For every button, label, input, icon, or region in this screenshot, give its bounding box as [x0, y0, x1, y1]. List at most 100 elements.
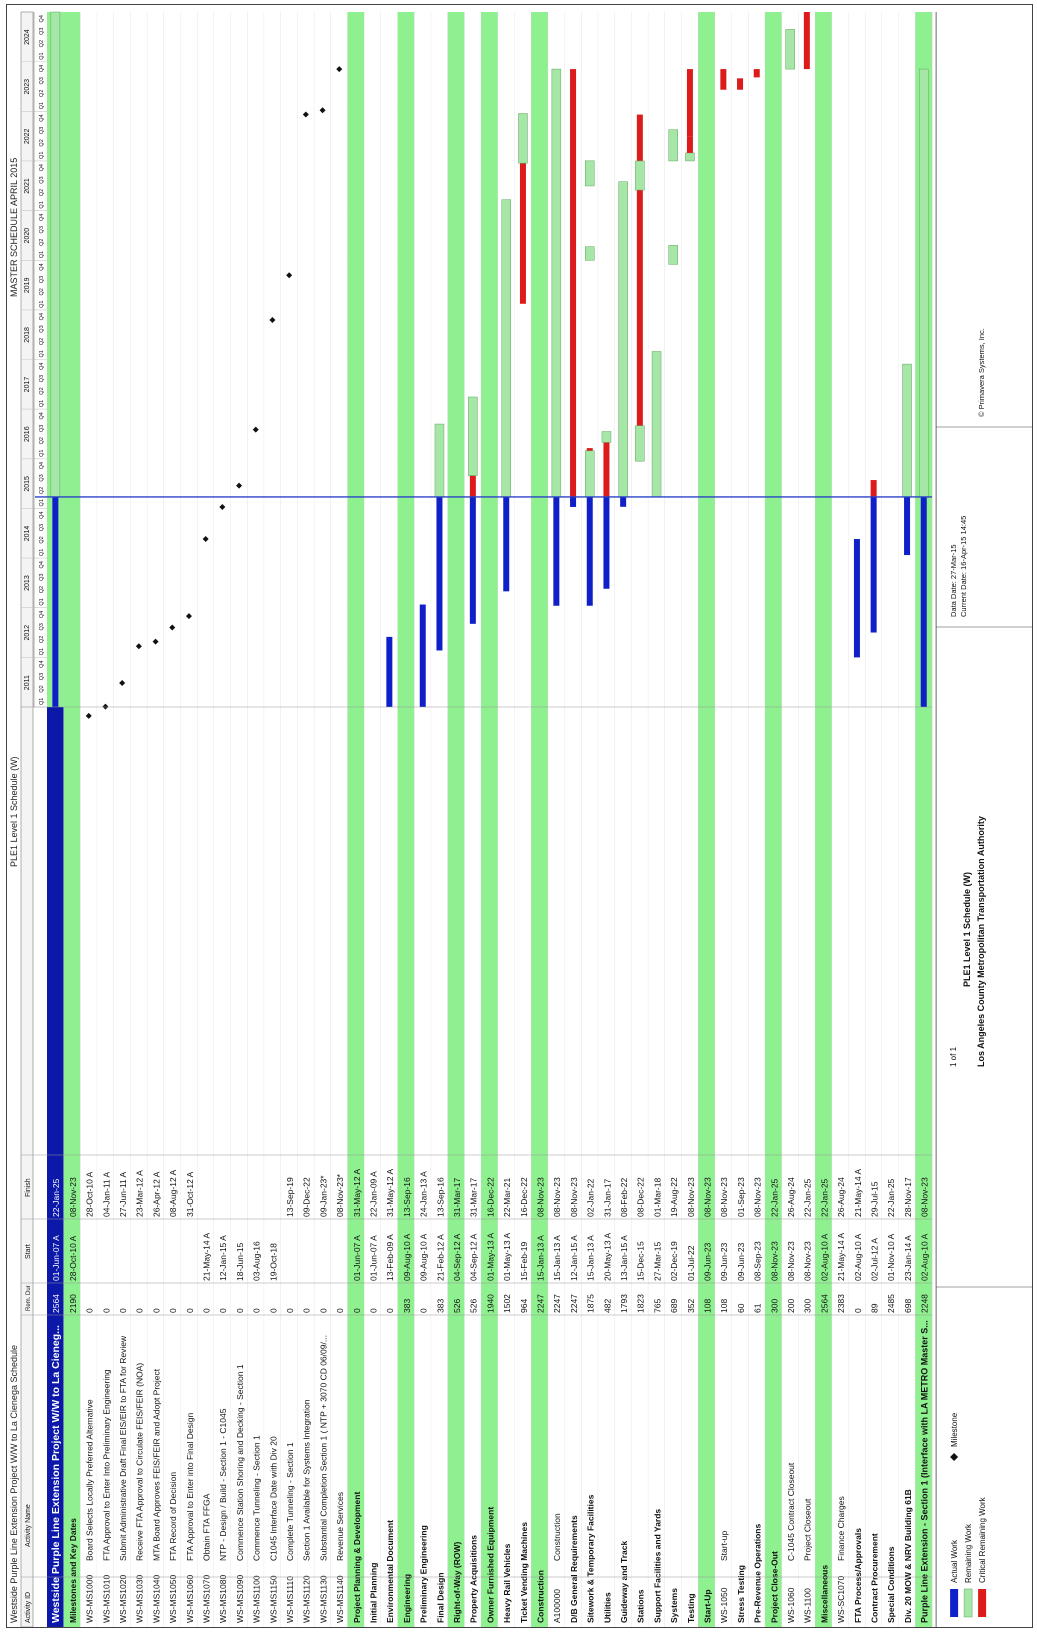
finish-date: 09-Jan-23* — [318, 1175, 328, 1217]
activity-name: Preliminary Engineering — [419, 1525, 429, 1623]
finish-date: 29-Jul-15 — [870, 1181, 880, 1217]
row-background — [882, 12, 899, 1627]
start-date: 15-Dec-15 — [636, 1241, 646, 1281]
activity-id: WS-MS1070 — [202, 1575, 212, 1623]
activity-name: FTA Record of Decision — [168, 1472, 178, 1561]
quarter-label: Q1 — [39, 400, 45, 407]
quarter-label: Q1 — [39, 450, 45, 457]
column-header-start: Start — [25, 1244, 32, 1259]
start-date: 08-Nov-23 — [803, 1241, 813, 1281]
remaining-duration: 0 — [185, 1308, 195, 1313]
column-header-name: Activity Name — [25, 1504, 32, 1547]
year-label: 2016 — [24, 426, 31, 442]
remaining-duration: 0 — [419, 1308, 429, 1313]
finish-date: 08-Nov-23* — [335, 1173, 345, 1217]
activity-name: Commence Tunneling - Section 1 — [252, 1435, 262, 1561]
quarter-label: Q4 — [39, 114, 45, 121]
activity-name: Sitework & Temporary Facilities — [586, 1494, 596, 1623]
schedule-bar-critical — [737, 78, 744, 90]
finish-date: 08-Feb-22 — [619, 1178, 629, 1217]
schedule-bar-critical — [519, 163, 526, 304]
remaining-duration: 0 — [135, 1308, 145, 1313]
finish-date: 08-Nov-23 — [753, 1177, 763, 1217]
start-date: 09-Aug-10 A — [402, 1233, 412, 1281]
quarter-label: Q3 — [39, 276, 45, 283]
remaining-duration: 0 — [335, 1308, 345, 1313]
start-date: 01-Jun-07 A — [369, 1235, 379, 1281]
start-date: 13-Jan-15 A — [619, 1235, 629, 1281]
schedule-bar-remaining — [651, 351, 662, 498]
header-row — [20, 11, 34, 1627]
remaining-duration: 2485 — [886, 1294, 896, 1313]
remaining-duration: 89 — [870, 1303, 880, 1313]
schedule-bar-remaining — [635, 425, 645, 462]
schedule-bar-remaining — [50, 11, 61, 498]
row-background — [130, 12, 148, 1627]
remaining-duration: 383 — [402, 1299, 412, 1313]
row-background — [798, 12, 816, 1627]
row-background — [831, 12, 849, 1627]
schedule-bar-remaining — [551, 68, 562, 498]
finish-date: 16-Dec-22 — [485, 1177, 495, 1217]
remaining-duration: 0 — [385, 1308, 395, 1313]
activity-id: WS-1050 — [719, 1587, 729, 1623]
milestone-marker — [269, 316, 276, 323]
remaining-duration: 1875 — [586, 1294, 596, 1313]
finish-date: 22-Jan-09 A — [369, 1171, 379, 1217]
activity-name: Heavy Rail Vehicles — [502, 1543, 512, 1623]
activity-name: Div. 20 MOW & NRV Building 61B — [903, 1489, 913, 1623]
quarter-label: Q2 — [39, 437, 45, 444]
quarter-label: Q2 — [39, 685, 45, 692]
quarter-label: Q1 — [39, 499, 45, 506]
milestone-marker — [219, 503, 226, 510]
start-date: 23-Jan-14 A — [903, 1235, 913, 1281]
schedule-bar-remaining — [585, 450, 595, 498]
legend-swatch-remaining — [963, 1588, 973, 1618]
quarter-label: Q2 — [39, 90, 45, 97]
remaining-duration: 765 — [652, 1299, 662, 1313]
start-date: 15-Feb-19 — [519, 1242, 529, 1281]
milestone-marker — [169, 624, 176, 631]
remaining-duration: 0 — [285, 1308, 295, 1313]
schedule-bar-actual — [920, 496, 927, 707]
row-background — [581, 12, 599, 1627]
finish-date: 28-Nov-17 — [903, 1177, 913, 1217]
finish-date: 04-Jan-11 A — [101, 1171, 111, 1217]
schedule-bar-actual — [586, 496, 593, 606]
activity-id: WS-MS1040 — [151, 1575, 161, 1623]
milestone-marker — [302, 111, 309, 118]
remaining-duration: 0 — [202, 1308, 212, 1313]
year-label: 2017 — [24, 377, 31, 393]
activity-id: WS-MS1080 — [218, 1575, 228, 1623]
remaining-duration: 0 — [853, 1308, 863, 1313]
quarter-label: Q3 — [39, 375, 45, 382]
start-date: 09-Jun-23 — [719, 1242, 729, 1281]
start-date: 12-Jan-15 A — [218, 1235, 228, 1281]
row-background — [214, 12, 231, 1627]
activity-name: Miscellaneous — [819, 1565, 829, 1623]
start-date: 08-Nov-23 — [786, 1241, 796, 1281]
finish-date: 08-Nov-23 — [68, 1177, 78, 1217]
activity-name: Project Closeout — [803, 1498, 813, 1561]
remaining-duration: 482 — [602, 1299, 612, 1313]
remaining-duration: 1940 — [485, 1294, 495, 1313]
quarter-label: Q2 — [39, 487, 45, 494]
finish-date: 22-Jan-25 — [819, 1178, 829, 1217]
quarter-label: Q4 — [39, 214, 45, 221]
remaining-duration: 383 — [435, 1299, 445, 1313]
schedule-bar-remaining — [919, 68, 929, 498]
milestone-marker — [286, 272, 293, 279]
finish-date: 23-Mar-12 A — [135, 1170, 145, 1217]
row-background — [47, 707, 64, 1627]
start-date: 19-Oct-18 — [268, 1243, 278, 1281]
activity-name: MTA Board Approves FEIS/FEIR and Adopt P… — [151, 1368, 161, 1561]
schedule-bar-critical — [686, 136, 693, 153]
activity-name: Section 1 Available for Systems Integrat… — [302, 1399, 312, 1561]
quarter-label: Q1 — [39, 102, 45, 109]
schedule-bar-critical — [570, 69, 577, 497]
activity-name: Testing — [686, 1593, 696, 1623]
row-background — [514, 12, 532, 1627]
finish-date: 22-Jan-25 — [886, 1178, 896, 1217]
finish-date: 08-Nov-23 — [569, 1177, 579, 1217]
start-date: 15-Jan-13 A — [586, 1235, 596, 1281]
